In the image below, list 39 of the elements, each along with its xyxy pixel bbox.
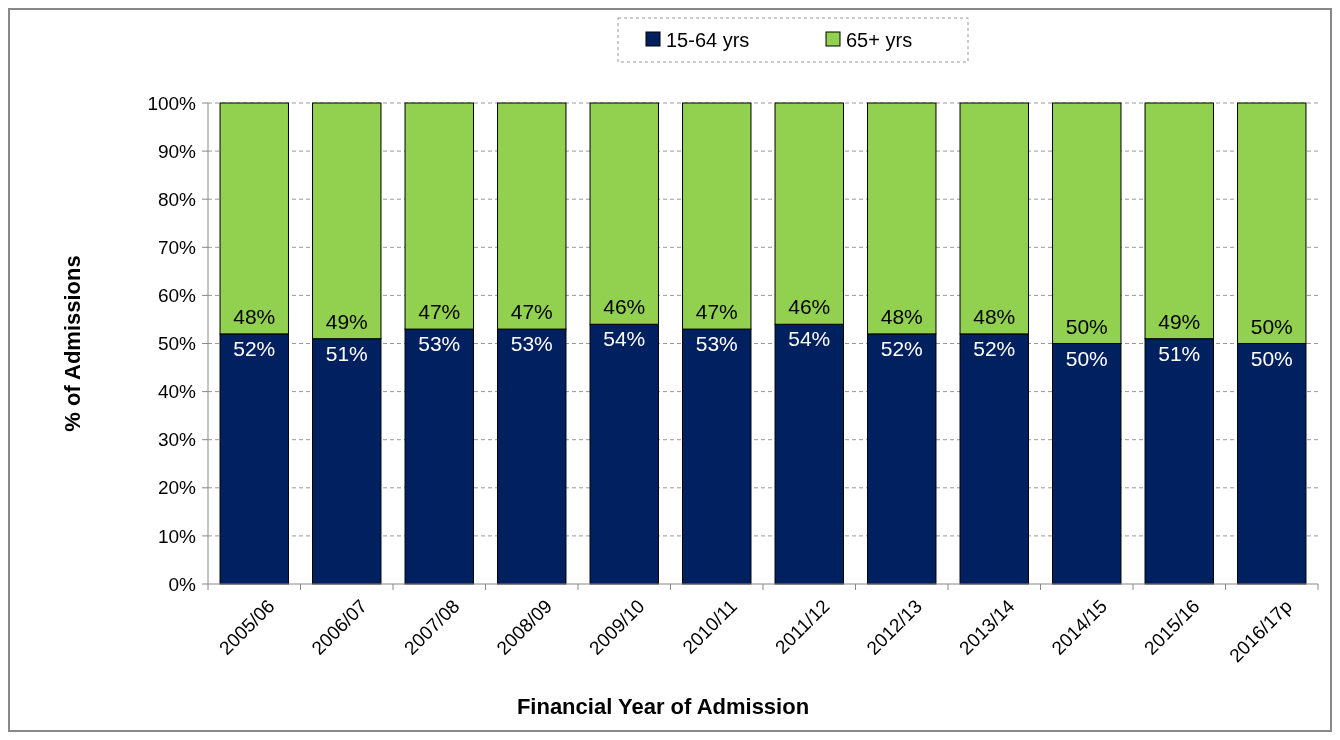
x-axis-title: Financial Year of Admission (516, 694, 810, 719)
y-tick-label: 90% (157, 140, 197, 162)
data-label: 50% (1250, 346, 1293, 370)
data-label: 54% (603, 327, 646, 351)
y-tick-label: 20% (157, 477, 197, 499)
y-tick-label: 10% (157, 525, 197, 547)
y-tick-label: 30% (157, 429, 197, 451)
data-label: 47% (510, 300, 553, 324)
data-label: 51% (325, 341, 368, 365)
data-label: 49% (1158, 309, 1201, 333)
data-label: 46% (603, 295, 646, 319)
y-tick-label: 60% (157, 285, 197, 307)
y-tick-label: 70% (157, 236, 197, 258)
data-label: 50% (1065, 346, 1108, 370)
data-label: 54% (788, 327, 831, 351)
data-label: 52% (880, 336, 923, 360)
data-label: 52% (973, 336, 1016, 360)
y-tick-label: 0% (168, 573, 197, 595)
y-tick-label: 100% (147, 92, 197, 114)
data-label: 48% (880, 304, 923, 328)
y-tick-label: 40% (157, 381, 197, 403)
data-label: 46% (788, 295, 831, 319)
data-label: 50% (1065, 314, 1108, 338)
data-label: 48% (233, 304, 276, 328)
data-label: 50% (1250, 314, 1293, 338)
data-label: 47% (695, 300, 738, 324)
data-label: 53% (418, 332, 461, 356)
y-axis-title: % of Admissions (60, 255, 85, 432)
data-label: 53% (510, 332, 553, 356)
data-label: 51% (1158, 341, 1201, 365)
data-label: 49% (325, 309, 368, 333)
data-label: 47% (418, 300, 461, 324)
data-label: 52% (233, 336, 276, 360)
data-label: 48% (973, 304, 1016, 328)
legend-label: 65+ yrs (846, 29, 913, 51)
legend-label: 15-64 yrs (666, 29, 750, 51)
y-tick-label: 50% (157, 333, 197, 355)
y-tick-label: 80% (157, 188, 197, 210)
data-label: 53% (695, 332, 738, 356)
